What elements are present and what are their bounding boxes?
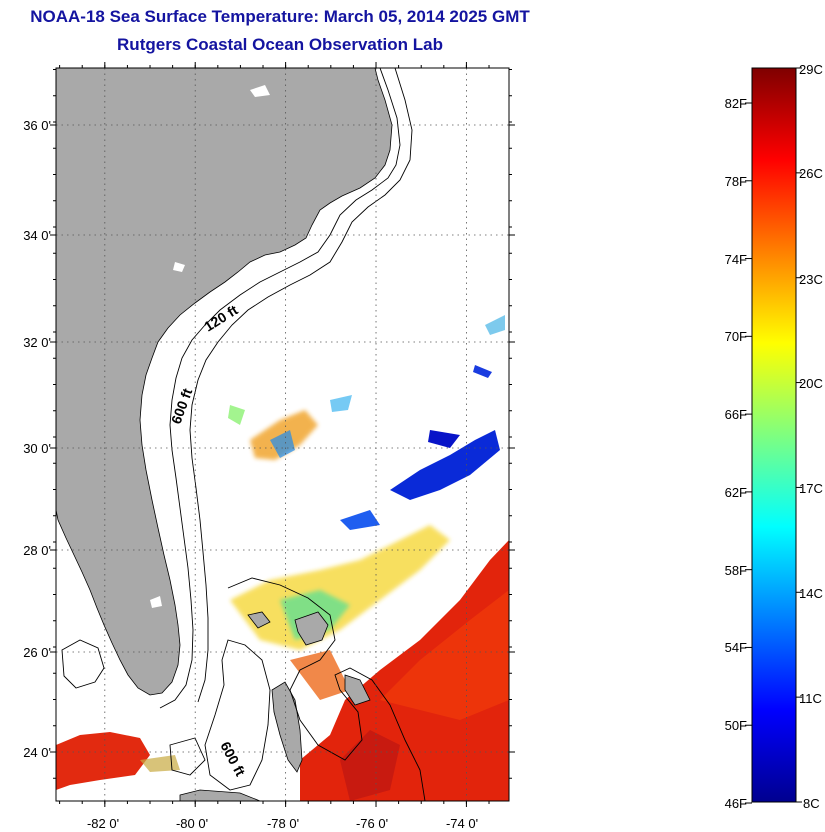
sst-small-patch-2 — [330, 395, 352, 412]
colorbar-celsius-labels: 29C 26C 23C 20C 17C 14C 11C 8C — [799, 62, 823, 811]
lat-tick-label: 30 0' — [23, 441, 51, 456]
cb-f-label: 54F — [725, 640, 747, 655]
map-border — [55, 67, 510, 802]
cb-f-label: 78F — [725, 174, 747, 189]
bahamas-island — [247, 611, 271, 629]
sst-small-patch-7 — [140, 755, 180, 772]
sst-orange-patch — [290, 650, 350, 700]
cb-f-label: 58F — [725, 563, 747, 578]
cb-c-label: 11C — [799, 691, 822, 706]
cb-c-label: 17C — [799, 481, 823, 496]
cb-f-label: 50F — [725, 718, 747, 733]
lat-axis-labels: 24 0' 26 0' 28 0' 30 0' 32 0' 34 0' 36 0… — [23, 118, 51, 760]
cuba-coast — [179, 789, 261, 801]
contour-gulf — [61, 639, 105, 689]
sst-warm-region — [300, 540, 509, 801]
colorbar: 82F 78F 74F 70F 66F 62F 58F 54F 50F 46F … — [725, 62, 823, 811]
cb-c-label: 14C — [799, 586, 823, 601]
colorbar-ticks — [745, 67, 802, 804]
lon-tick-label: -82 0' — [87, 816, 119, 831]
lat-tick-label: 24 0' — [23, 745, 51, 760]
contour-600ft — [189, 68, 413, 703]
chart-title: NOAA-18 Sea Surface Temperature: March 0… — [30, 7, 530, 26]
axis-ticks — [50, 62, 515, 807]
sst-offshore-cool — [270, 430, 295, 458]
us-coastline — [56, 68, 393, 696]
sst-mixed-band — [230, 525, 450, 650]
colorbar-gradient — [751, 67, 797, 803]
lon-axis-labels: -82 0' -80 0' -78 0' -76 0' -74 0' — [87, 816, 478, 831]
lat-tick-label: 28 0' — [23, 543, 51, 558]
cb-c-label: 8C — [803, 796, 820, 811]
sst-warm-region-2 — [380, 590, 509, 720]
sst-small-patch-3 — [473, 365, 492, 378]
lake-okeechobee — [150, 596, 162, 608]
cb-c-label: 20C — [799, 376, 823, 391]
sst-small-patch-4 — [485, 315, 505, 335]
contour-120ft — [159, 68, 401, 709]
chart-subtitle: Rutgers Coastal Ocean Observation Lab — [117, 35, 443, 54]
cb-f-label: 70F — [725, 329, 747, 344]
cb-f-label: 62F — [725, 485, 747, 500]
contour-strait — [169, 737, 206, 776]
cb-f-label: 66F — [725, 407, 747, 422]
colorbar-fahrenheit-labels: 82F 78F 74F 70F 66F 62F 58F 54F 50F 46F — [725, 96, 747, 811]
contour-bahamas — [227, 577, 426, 801]
cb-c-label: 23C — [799, 272, 823, 287]
lon-tick-label: -76 0' — [356, 816, 388, 831]
sst-cold-band — [390, 430, 500, 500]
sst-cold-patch — [340, 510, 380, 530]
lon-tick-label: -78 0' — [267, 816, 299, 831]
lat-tick-label: 34 0' — [23, 228, 51, 243]
bathymetry-contours — [61, 68, 426, 801]
inland-water — [250, 85, 270, 97]
lat-tick-label: 36 0' — [23, 118, 51, 133]
sst-gulf-region — [56, 732, 150, 790]
sst-small-patch — [228, 405, 245, 425]
cb-f-label: 74F — [725, 252, 747, 267]
cb-f-label: 46F — [725, 796, 747, 811]
lon-tick-label: -80 0' — [176, 816, 208, 831]
cb-c-label: 26C — [799, 166, 823, 181]
lon-tick-label: -74 0' — [446, 816, 478, 831]
cb-c-label: 29C — [799, 62, 823, 77]
graticule — [56, 68, 509, 801]
lat-tick-label: 26 0' — [23, 645, 51, 660]
contour-andros — [204, 639, 271, 791]
cb-f-label: 82F — [725, 96, 747, 111]
bahamas-island-2 — [294, 611, 329, 646]
land-masses — [56, 68, 393, 801]
lat-tick-label: 32 0' — [23, 335, 51, 350]
bahamas-island-3 — [344, 674, 371, 706]
sst-cold-patch-2 — [428, 430, 460, 448]
inland-water-2 — [173, 262, 185, 272]
